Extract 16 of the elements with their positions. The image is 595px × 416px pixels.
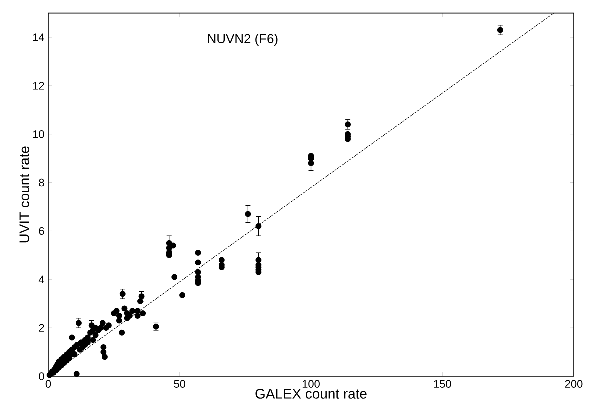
y-axis-title: UVIT count rate xyxy=(20,146,30,243)
x-tick-label: 100 xyxy=(302,380,320,388)
y-tick-label: 4 xyxy=(38,276,44,284)
text: NUVN2 (F6) xyxy=(208,34,278,46)
y-tick-label: 0 xyxy=(39,372,44,380)
y-tick-label: 8 xyxy=(39,178,44,187)
y-tick-label: 12 xyxy=(33,82,44,90)
y-tick-label: 2 xyxy=(39,324,44,332)
y-tick-label: 14 xyxy=(33,34,44,42)
y-tick-label: 10 xyxy=(33,130,44,138)
x-tick-label: 0 xyxy=(46,380,52,388)
x-axis-title: GALEX count rate xyxy=(256,389,367,399)
x-tick-label: 200 xyxy=(565,380,583,388)
x-tick-label: 150 xyxy=(434,380,452,388)
x-tick-label: 50 xyxy=(174,380,186,388)
y-tick-label: 6 xyxy=(39,227,44,236)
